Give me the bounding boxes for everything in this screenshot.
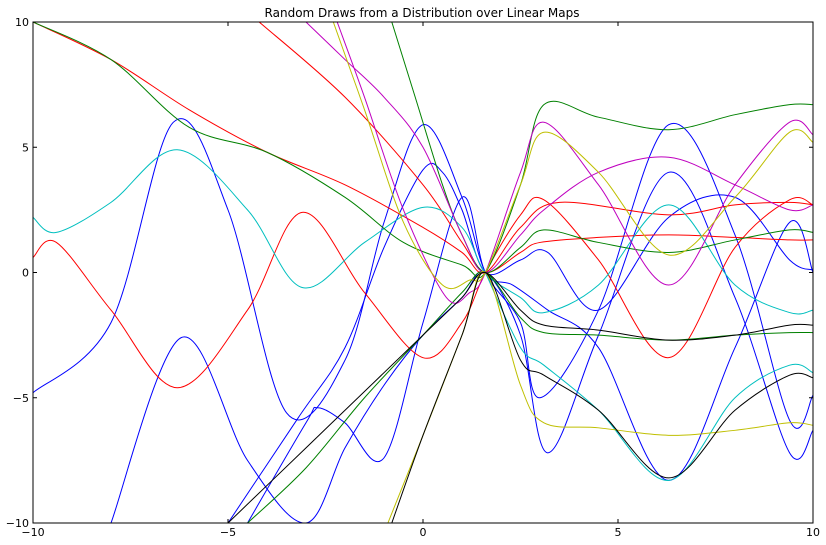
series-line-15 — [332, 22, 813, 290]
y-tick-label: 0 — [22, 267, 29, 280]
series-line-7 — [258, 22, 813, 274]
series-line-1 — [33, 118, 813, 429]
chart-title: Random Draws from a Distribution over Li… — [265, 6, 580, 20]
series-line-17 — [227, 271, 813, 523]
series-line-6 — [33, 196, 813, 389]
y-tick-label: 5 — [22, 141, 29, 154]
x-tick-label: 0 — [420, 526, 427, 539]
series-line-2 — [110, 171, 813, 523]
series-layer — [33, 22, 813, 523]
series-line-5 — [33, 22, 813, 274]
y-tick-label: −5 — [13, 392, 29, 405]
plot-area-frame — [32, 21, 814, 524]
series-line-10 — [33, 22, 813, 279]
series-line-4 — [227, 162, 813, 523]
series-line-14 — [336, 22, 813, 304]
x-tick-label: 10 — [806, 526, 820, 539]
x-tick-label: 5 — [615, 526, 622, 539]
x-tick-label: −5 — [220, 526, 236, 539]
series-line-9 — [484, 272, 813, 481]
y-tick-label: 10 — [15, 16, 29, 29]
series-line-18 — [391, 271, 813, 523]
x-tick-label: −10 — [21, 526, 44, 539]
tick-layer: −10 −5 0 5 10 −10 −5 0 5 10 — [6, 16, 820, 539]
series-line-11 — [391, 22, 813, 274]
y-tick-label: −10 — [6, 517, 29, 530]
series-line-13 — [305, 22, 813, 274]
series-line-12 — [247, 271, 813, 523]
series-line-8 — [33, 149, 813, 315]
